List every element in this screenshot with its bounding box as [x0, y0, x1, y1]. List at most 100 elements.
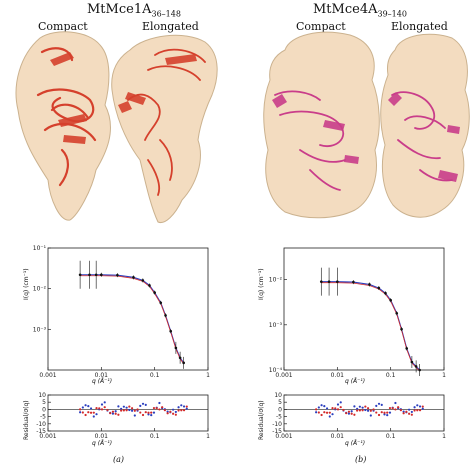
x-tick-label-3-3: 1 [442, 433, 446, 440]
residual-blue-2-17 [125, 406, 128, 409]
structure-models [15, 31, 470, 224]
residual-red-2-2 [84, 413, 87, 417]
residual-red-3-20 [369, 409, 372, 412]
residual-red-2-27 [152, 406, 156, 410]
residual-blue-3-27 [388, 411, 392, 414]
residual-red-3-0 [315, 408, 318, 411]
residual-red-3-6 [331, 407, 334, 410]
data-point-1-11 [410, 360, 414, 364]
residual-red-2-5 [92, 411, 95, 414]
panel-a-label: (a) [113, 455, 125, 464]
residual-red-2-7 [98, 407, 101, 410]
data-point-0-10 [164, 314, 167, 317]
plot-frame-0 [47, 247, 209, 371]
residual-red-2-38 [182, 409, 186, 412]
residual-red-3-39 [421, 405, 424, 408]
y-tick-label-1-2: 10⁻⁴ [269, 367, 283, 374]
residual-red-2-3 [87, 411, 90, 414]
residual-red-2-31 [163, 409, 166, 412]
residual-red-2-39 [185, 405, 188, 408]
data-point-1-9 [400, 327, 403, 331]
data-point-1-1 [327, 280, 331, 283]
residual-blue-3-12 [347, 412, 351, 415]
y-tick-label-0-0: 10⁻¹ [33, 245, 47, 252]
residual-red-2-6 [95, 407, 98, 410]
y-tick-label-2-0: 10 [38, 392, 46, 399]
data-point-1-3 [352, 280, 355, 284]
x-tick-label-0-2: 0.1 [150, 372, 160, 379]
residual-blue-2-27 [152, 411, 156, 414]
data-point-1-0 [319, 280, 323, 283]
residual-red-3-28 [391, 407, 394, 410]
residual-red-3-15 [356, 409, 359, 412]
residual-blue-3-1 [317, 406, 320, 409]
residual-red-2-30 [161, 406, 164, 409]
b-top-ylabel: I(q) (cm⁻¹) [258, 268, 265, 300]
plot-frame-1 [283, 247, 445, 371]
residual-blue-3-4 [325, 407, 329, 410]
residual-red-2-21 [136, 408, 139, 411]
residual-blue-3-5 [328, 415, 331, 418]
data-point-1-8 [395, 311, 399, 315]
fit-line-blue-1 [321, 281, 421, 371]
y-tick-label-2-5: -15 [36, 428, 46, 435]
residual-red-2-17 [125, 409, 128, 412]
data-point-1-13 [418, 368, 421, 372]
residual-blue-3-17 [361, 406, 364, 409]
residual-blue-2-20 [133, 414, 136, 417]
residual-red-3-36 [413, 409, 416, 412]
residual-red-3-2 [320, 413, 323, 417]
residual-blue-2-14 [117, 405, 120, 408]
data-point-1-12 [414, 365, 418, 368]
residual-red-2-32 [166, 412, 169, 415]
residual-blue-3-38 [418, 405, 422, 408]
left-compact-model [15, 31, 111, 221]
fit-line-blue-0 [80, 274, 185, 364]
y-tick-label-3-0: 10 [274, 392, 282, 399]
residual-blue-3-2 [320, 404, 323, 407]
data-point-1-10 [405, 347, 409, 350]
y-tick-label-3-2: 0 [278, 406, 282, 413]
y-tick-label-1-1: 10⁻³ [269, 322, 283, 329]
x-tick-label-0-3: 1 [206, 372, 210, 379]
residual-blue-3-8 [336, 403, 340, 406]
x-tick-label-1-0: 0.001 [275, 372, 292, 379]
y-tick-label-3-4: -10 [272, 421, 282, 428]
data-point-0-0 [78, 273, 82, 277]
residual-red-3-18 [364, 405, 367, 408]
residual-red-3-37 [416, 409, 419, 412]
panel-b-label: (b) [355, 455, 367, 464]
residual-red-3-22 [375, 411, 378, 414]
residual-red-2-25 [147, 411, 150, 414]
residual-red-2-16 [122, 409, 125, 412]
x-tick-label-1-2: 0.1 [386, 372, 396, 379]
residual-blue-3-20 [369, 414, 372, 417]
data-point-0-14 [182, 361, 185, 365]
residual-blue-2-2 [84, 404, 87, 407]
residual-red-3-33 [405, 410, 408, 413]
x-tick-label-3-1: 0.01 [331, 433, 345, 440]
residual-red-3-4 [325, 411, 329, 414]
a-res-ylabel: Residual/σ(q) [23, 400, 30, 440]
residual-blue-3-24 [380, 403, 383, 406]
residual-blue-2-18 [128, 408, 131, 412]
residual-red-3-34 [408, 412, 411, 415]
residual-blue-3-26 [386, 414, 389, 417]
data-point-1-4 [368, 283, 371, 286]
residual-blue-3-36 [413, 406, 416, 409]
residual-red-2-36 [177, 409, 180, 412]
residual-red-3-1 [317, 411, 320, 414]
left-compact-label: Compact [38, 20, 88, 33]
residual-red-3-26 [386, 411, 389, 414]
right-compact-model [263, 31, 380, 219]
residual-blue-3-35 [410, 410, 413, 414]
residual-blue-3-9 [339, 401, 342, 404]
residual-blue-2-0 [79, 411, 82, 414]
a-res-xlabel: q (Å⁻¹) [92, 440, 113, 447]
residual-red-2-14 [117, 413, 120, 416]
residual-red-3-3 [323, 411, 326, 414]
data-point-1-6 [384, 291, 387, 295]
residual-blue-2-26 [150, 414, 153, 417]
residual-blue-3-25 [383, 413, 386, 416]
residual-red-3-14 [353, 413, 356, 416]
